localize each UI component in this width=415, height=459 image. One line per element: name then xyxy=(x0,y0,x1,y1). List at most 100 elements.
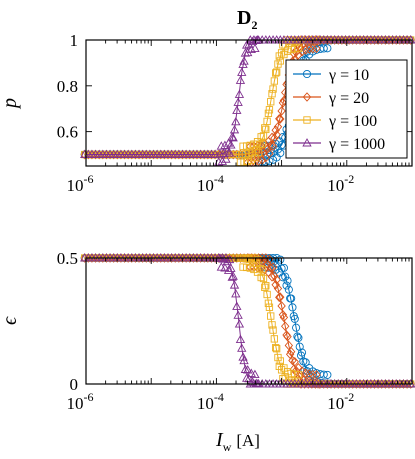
bottom-data-point xyxy=(238,352,248,361)
bottom-data-point xyxy=(323,370,332,379)
bottom-data-point xyxy=(237,343,247,352)
bottom-data-point xyxy=(270,335,279,343)
bottom-plot-area xyxy=(80,253,415,389)
bottom-data-point xyxy=(259,274,268,283)
bottom-data-point xyxy=(231,289,241,298)
bottom-data-point xyxy=(276,255,285,264)
top-data-point xyxy=(232,105,242,114)
bottom-data-point xyxy=(258,266,266,274)
bottom-data-point xyxy=(264,263,273,272)
legend-marker xyxy=(302,69,312,79)
top-axes-frame xyxy=(85,39,413,167)
bottom-data-point xyxy=(281,321,290,332)
top-data-point xyxy=(308,43,318,54)
bottom-series-triangle xyxy=(80,253,415,388)
bottom-data-point xyxy=(257,273,265,282)
bottom-data-point xyxy=(305,369,314,379)
bottom-data-point xyxy=(220,263,230,272)
bottom-y-tick-label: 0.5 xyxy=(57,249,78,268)
bottom-data-point xyxy=(276,357,284,365)
bottom-data-point xyxy=(288,303,297,312)
top-data-point xyxy=(275,114,284,124)
top-data-point xyxy=(265,148,274,159)
top-data-point xyxy=(226,140,236,149)
top-data-point xyxy=(268,141,278,152)
top-y-tick-label: 1 xyxy=(70,31,79,50)
bottom-data-point xyxy=(232,253,242,263)
top-data-point xyxy=(217,156,228,165)
bottom-data-point xyxy=(223,265,234,274)
bottom-data-point xyxy=(275,292,284,303)
top-data-point xyxy=(227,132,237,141)
bottom-data-point xyxy=(286,346,296,357)
bottom-data-point xyxy=(292,323,301,332)
top-data-point xyxy=(305,44,314,54)
bottom-data-point xyxy=(301,358,310,367)
bottom-data-point xyxy=(226,263,236,272)
bottom-data-point xyxy=(250,369,260,379)
top-axis-ticks: 10-6 10-4 10-2 0.6 0.8 1 xyxy=(57,31,412,195)
top-data-point xyxy=(262,125,270,134)
top-y-tick-label: 0.6 xyxy=(57,123,78,142)
legend-label: γ = 100 xyxy=(328,113,377,130)
top-data-point xyxy=(301,45,310,55)
bottom-data-point xyxy=(294,333,303,342)
bottom-data-point xyxy=(267,312,275,320)
top-data-point xyxy=(229,124,240,134)
bottom-data-point xyxy=(264,299,273,307)
legend-marker xyxy=(303,116,311,124)
top-data-point xyxy=(276,148,285,158)
bottom-data-point xyxy=(267,272,277,282)
top-y-axis-label: p xyxy=(0,98,21,110)
top-data-point xyxy=(228,132,238,142)
top-data-point xyxy=(246,44,256,54)
top-data-point xyxy=(222,146,232,155)
top-data-point xyxy=(265,106,274,114)
bottom-data-point xyxy=(297,348,307,357)
top-data-point xyxy=(218,148,229,157)
bottom-data-point xyxy=(277,366,286,374)
bottom-data-point xyxy=(272,274,281,285)
top-data-point xyxy=(277,106,286,116)
bottom-data-point xyxy=(284,285,293,294)
panel-epsilon: 10-6 10-4 10-2 0 0.5 ϵ xyxy=(0,249,415,413)
bottom-data-point xyxy=(222,256,232,266)
top-data-point xyxy=(273,68,281,76)
top-data-point xyxy=(312,43,321,54)
bottom-data-point xyxy=(271,280,280,290)
bottom-x-tick-label: 10-4 xyxy=(197,390,224,413)
top-data-point xyxy=(255,148,265,158)
legend-label: γ = 10 xyxy=(328,67,369,84)
bottom-series-circle xyxy=(80,253,415,389)
top-data-point xyxy=(276,114,285,124)
bottom-data-point xyxy=(256,265,264,273)
bottom-data-point xyxy=(293,332,302,341)
top-x-tick-label: 10-4 xyxy=(197,172,224,195)
bottom-data-point xyxy=(278,309,288,320)
bottom-data-point xyxy=(283,331,292,342)
bottom-data-point xyxy=(269,326,277,334)
bottom-x-tick-label: 10-2 xyxy=(327,390,354,413)
top-data-point xyxy=(233,150,241,159)
bottom-series-diamond xyxy=(80,253,415,389)
top-data-point xyxy=(270,133,279,143)
top-data-point xyxy=(272,69,280,77)
bottom-data-point xyxy=(308,369,318,380)
bottom-data-point xyxy=(229,280,240,289)
bottom-data-point xyxy=(240,364,251,373)
bottom-data-point xyxy=(218,254,229,263)
bottom-y-axis-label: ϵ xyxy=(0,316,21,325)
legend-label: γ = 20 xyxy=(328,90,369,107)
bottom-data-point xyxy=(290,314,299,323)
bottom-data-point xyxy=(224,254,235,264)
figure-title: D2 xyxy=(237,7,257,32)
bottom-data-point xyxy=(282,281,291,290)
bottom-data-point xyxy=(233,310,243,319)
legend-label: γ = 1000 xyxy=(328,136,385,153)
bottom-data-point xyxy=(235,334,246,343)
top-data-point xyxy=(267,98,275,106)
top-data-point xyxy=(269,85,277,93)
bottom-series-square xyxy=(81,254,415,388)
top-y-tick-label: 0.8 xyxy=(57,77,78,96)
top-data-point xyxy=(235,75,246,84)
